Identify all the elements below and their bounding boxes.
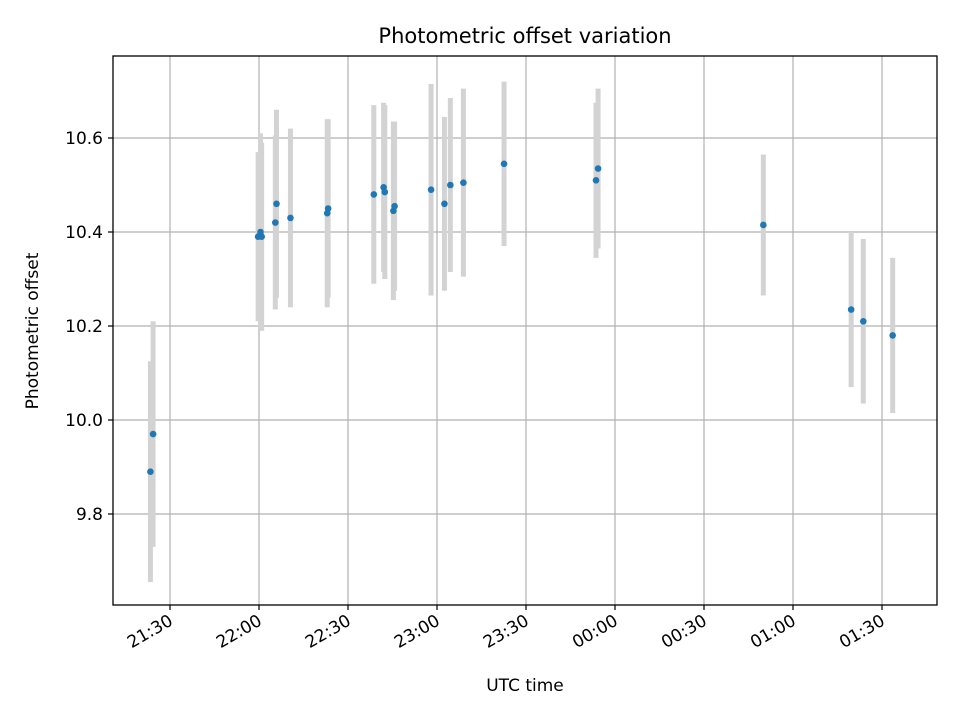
plot-frame	[112, 55, 938, 606]
y-axis-label: Photometric offset	[23, 252, 43, 409]
data-point	[381, 188, 389, 196]
x-tick-label: 00:30	[658, 611, 710, 653]
data-point	[889, 332, 896, 339]
data-point	[447, 181, 454, 189]
point-layer	[147, 160, 896, 476]
data-point	[272, 219, 279, 226]
x-tick-label: 22:00	[213, 611, 265, 653]
data-point	[760, 221, 767, 229]
data-point	[847, 306, 855, 313]
x-tick-label: 00:00	[569, 611, 621, 653]
data-point	[592, 177, 600, 184]
y-tick-label: 9.8	[76, 505, 103, 525]
data-point	[370, 191, 378, 198]
data-point	[594, 165, 602, 172]
x-tick-label: 01:30	[836, 611, 888, 653]
data-point	[287, 214, 294, 222]
data-point	[460, 179, 467, 186]
data-point	[324, 205, 332, 212]
y-tick-label: 10.0	[65, 411, 103, 431]
x-tick-label: 01:00	[747, 611, 799, 653]
grid-layer	[113, 56, 937, 605]
y-tick-label: 10.6	[65, 129, 103, 149]
chart-title: Photometric offset variation	[378, 24, 671, 48]
data-point	[391, 202, 398, 210]
x-tick-label: 21:30	[124, 611, 176, 653]
data-point	[149, 430, 157, 438]
y-tick-label: 10.2	[65, 317, 103, 337]
errorbar-layer	[147, 81, 896, 583]
data-point	[860, 318, 867, 325]
data-point	[441, 200, 448, 208]
data-point	[500, 160, 508, 168]
data-point	[273, 200, 280, 208]
data-point	[147, 468, 154, 476]
data-point	[258, 233, 265, 240]
x-axis-label: UTC time	[486, 676, 564, 696]
x-tick-label: 23:00	[391, 611, 443, 653]
x-tick-label: 22:30	[302, 611, 354, 653]
y-tick-label: 10.4	[65, 223, 103, 243]
data-point	[427, 186, 435, 193]
x-tick-label: 23:30	[480, 611, 532, 653]
